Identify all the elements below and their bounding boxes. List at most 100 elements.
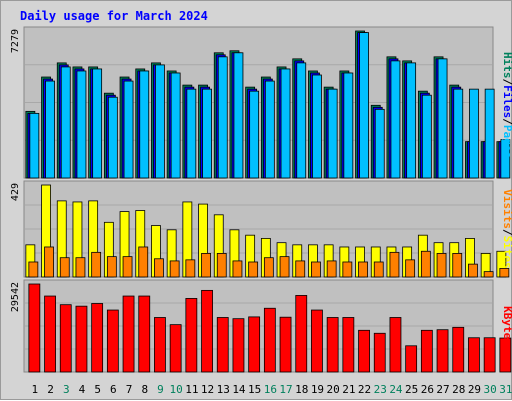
bar-sites-day-26: [420, 250, 431, 278]
y-axis-label-hits: Hits/Files/Pages: [501, 52, 512, 158]
y-axis-label-separator: /: [501, 229, 512, 236]
bar-kbytes-day-20: [326, 317, 339, 373]
bar-pages-day-30: [484, 88, 495, 179]
bar-kbytes-day-12: [201, 289, 213, 373]
y-axis-label-visits: Visits/Sites: [501, 189, 512, 269]
x-tick-label-day-2: 2: [47, 383, 54, 396]
bar-sites-day-17: [279, 256, 290, 278]
bar-kbytes-day-19: [311, 309, 323, 373]
x-tick-label-day-4: 4: [79, 383, 86, 396]
bar-pages-day-23: [374, 108, 385, 179]
x-tick-label-day-17: 17: [279, 383, 292, 396]
bar-sites-day-13: [216, 253, 227, 278]
bar-sites-day-11: [185, 259, 196, 278]
bar-pages-day-3: [60, 66, 71, 179]
bar-pages-day-16: [264, 80, 275, 179]
chart-title: Daily usage for March 2024: [20, 9, 208, 23]
bar-sites-day-9: [154, 258, 164, 278]
bar-pages-day-13: [217, 56, 228, 179]
bar-pages-day-19: [312, 74, 322, 179]
bar-pages-day-12: [202, 88, 212, 179]
x-tick-label-day-29: 29: [468, 383, 481, 396]
bar-sites-day-24: [389, 251, 400, 278]
bar-kbytes-day-8: [138, 295, 151, 373]
bar-kbytes-day-11: [185, 298, 198, 373]
bar-sites-day-6: [106, 256, 117, 278]
bar-sites-day-20: [326, 260, 337, 278]
bar-sites-day-1: [28, 261, 39, 278]
bar-pages-day-25: [406, 62, 417, 179]
bar-sites-day-30: [483, 271, 494, 278]
bar-kbytes-day-14: [232, 318, 245, 373]
x-tick-label-day-16: 16: [264, 383, 277, 396]
bar-pages-day-18: [296, 62, 307, 179]
bar-pages-day-21: [343, 72, 354, 179]
bar-kbytes-day-17: [279, 316, 292, 373]
bar-pages-day-20: [327, 88, 338, 179]
x-tick-label-day-9: 9: [157, 383, 164, 396]
bar-kbytes-day-27: [436, 329, 449, 373]
bar-pages-day-11: [186, 88, 197, 179]
y-axis-label-part: Pages: [501, 125, 512, 158]
bar-kbytes-day-18: [295, 295, 308, 373]
bar-pages-day-14: [233, 52, 244, 179]
bar-kbytes-day-5: [91, 303, 104, 373]
x-tick-label-day-30: 30: [484, 383, 497, 396]
bar-sites-day-16: [263, 257, 274, 278]
x-tick-label-day-15: 15: [248, 383, 261, 396]
bar-sites-day-8: [138, 246, 149, 278]
x-tick-label-day-14: 14: [232, 383, 246, 396]
x-tick-label-day-31: 31: [499, 383, 512, 396]
bar-pages-day-9: [155, 64, 165, 179]
bar-kbytes-day-23: [373, 332, 386, 373]
bar-pages-day-15: [249, 90, 260, 179]
bar-kbytes-day-13: [216, 317, 229, 373]
bar-sites-day-4: [75, 257, 86, 278]
ymax-label-hits: 7279: [10, 29, 21, 53]
ymax-label-kbytes: 29542: [10, 282, 21, 312]
bar-kbytes-day-25: [405, 345, 418, 373]
x-tick-label-day-21: 21: [342, 383, 355, 396]
bar-kbytes-day-26: [420, 329, 433, 373]
bar-pages-day-4: [76, 70, 87, 179]
ymax-label-visits: 429: [10, 183, 21, 201]
bar-pages-day-24: [390, 60, 401, 179]
bar-pages-day-26: [421, 94, 432, 179]
x-tick-label-day-26: 26: [421, 383, 434, 396]
bar-sites-day-10: [169, 260, 180, 278]
bar-kbytes-day-31: [499, 337, 512, 373]
x-tick-label-day-27: 27: [436, 383, 449, 396]
bar-sites-day-18: [295, 260, 306, 278]
bar-pages-day-22: [359, 32, 369, 179]
bar-sites-day-21: [342, 261, 353, 278]
bar-pages-day-29: [469, 88, 479, 179]
x-tick-label-day-5: 5: [94, 383, 101, 396]
y-axis-label-part: Visits: [501, 189, 512, 229]
bar-kbytes-day-24: [389, 317, 402, 373]
bar-pages-day-6: [107, 96, 118, 179]
bar-kbytes-day-21: [342, 317, 355, 373]
bar-pages-day-7: [123, 80, 134, 179]
bar-kbytes-day-1: [28, 283, 41, 373]
bar-kbytes-day-7: [122, 295, 135, 373]
bar-kbytes-day-28: [452, 326, 465, 373]
x-tick-label-day-6: 6: [110, 383, 117, 396]
bar-kbytes-day-6: [106, 309, 119, 373]
bar-sites-day-27: [436, 253, 447, 278]
bar-pages-day-5: [92, 68, 103, 179]
x-tick-label-day-10: 10: [170, 383, 183, 396]
x-tick-label-day-28: 28: [452, 383, 465, 396]
bar-sites-day-23: [373, 261, 384, 278]
x-tick-label-day-19: 19: [311, 383, 324, 396]
bar-kbytes-day-30: [483, 337, 496, 373]
bar-sites-day-31: [499, 268, 510, 278]
bar-sites-day-3: [59, 257, 70, 278]
bar-sites-day-25: [405, 259, 416, 278]
x-tick-label-day-25: 25: [405, 383, 418, 396]
y-axis-label-part: Hits: [501, 52, 512, 79]
y-axis-label-part: Files: [501, 85, 512, 118]
bar-kbytes-day-3: [59, 304, 72, 373]
x-tick-label-day-23: 23: [374, 383, 387, 396]
bar-sites-day-19: [311, 261, 321, 278]
bar-pages-day-17: [280, 68, 291, 179]
